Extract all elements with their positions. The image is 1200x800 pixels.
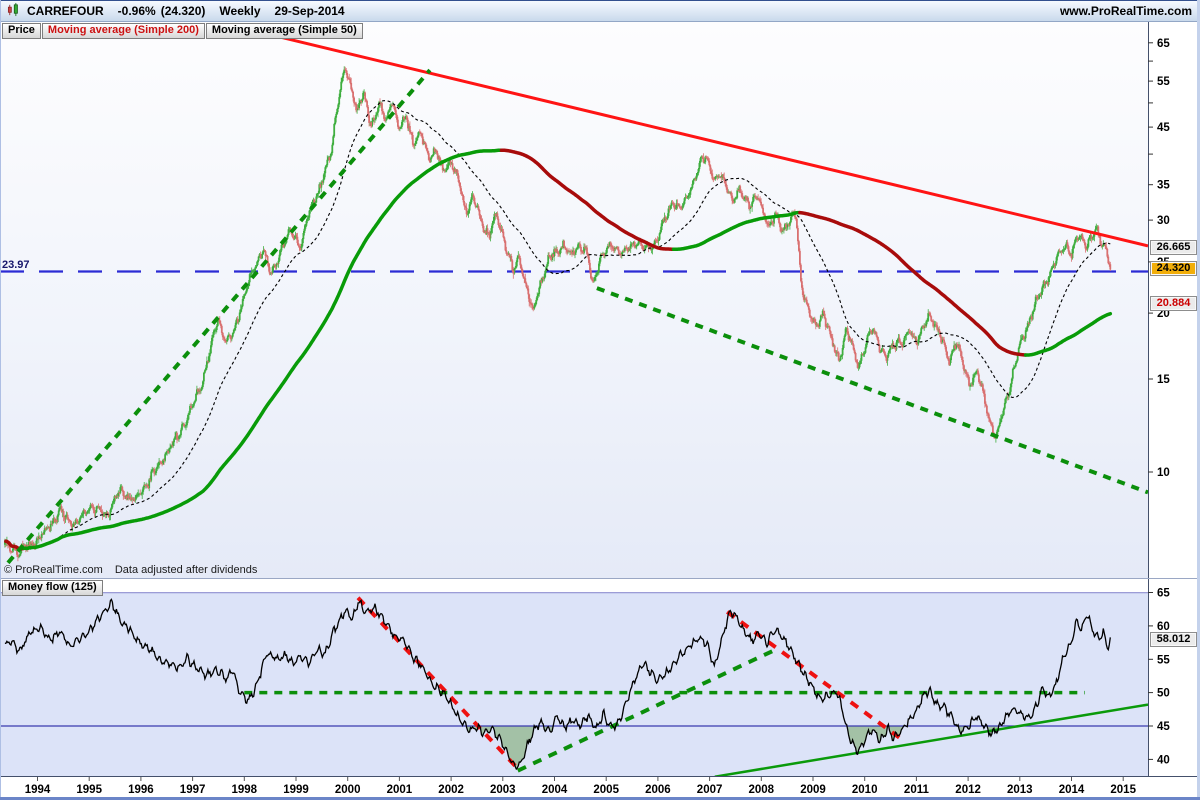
svg-text:60: 60 <box>1157 621 1170 633</box>
svg-text:2004: 2004 <box>542 784 568 796</box>
indicator-tabs: Price Moving average (Simple 200) Moving… <box>2 23 364 39</box>
svg-text:2007: 2007 <box>697 784 723 796</box>
svg-text:2010: 2010 <box>852 784 878 796</box>
trendline-descending-resistance[interactable] <box>267 32 1148 248</box>
money-flow-value-tag: 58.012 <box>1150 632 1197 648</box>
tab-moving-average-50[interactable]: Moving average (Simple 50) <box>205 23 363 39</box>
last-price-paren: (24.320) <box>160 4 206 18</box>
svg-text:2006: 2006 <box>645 784 671 796</box>
svg-text:2008: 2008 <box>749 784 775 796</box>
ma200-value-tag: 20.884 <box>1150 296 1197 312</box>
svg-text:30: 30 <box>1157 215 1170 227</box>
svg-text:2011: 2011 <box>904 784 930 796</box>
svg-text:2015: 2015 <box>1110 784 1136 796</box>
copyright-note: © ProRealTime.com Data adjusted after di… <box>4 564 266 576</box>
timeframe: Weekly <box>219 4 261 18</box>
svg-text:2000: 2000 <box>335 784 361 796</box>
svg-text:2001: 2001 <box>387 784 413 796</box>
window-bottom-border <box>0 797 1200 800</box>
svg-text:65: 65 <box>1157 588 1170 600</box>
svg-text:20: 20 <box>1157 308 1170 320</box>
last-price-tag: 24.320 <box>1150 261 1197 277</box>
trendline-mf-down-2000-2003[interactable] <box>356 596 520 771</box>
svg-text:45: 45 <box>1157 721 1170 733</box>
axes-layer: 1015202530354555654045505560651994199519… <box>0 22 1200 796</box>
ma200-line[interactable] <box>4 148 1113 551</box>
money-flow-layer <box>0 592 1148 777</box>
money-flow-curve[interactable] <box>4 598 1111 771</box>
svg-text:55: 55 <box>1157 654 1170 666</box>
support-price-label: 23.97 <box>2 259 30 271</box>
date-label: 29-Sep-2014 <box>274 4 345 18</box>
svg-text:1997: 1997 <box>180 784 206 796</box>
svg-text:2012: 2012 <box>955 784 981 796</box>
title-bar: CARREFOUR -0.96% (24.320) Weekly 29-Sep-… <box>0 0 1200 22</box>
svg-text:1999: 1999 <box>283 784 309 796</box>
svg-text:1998: 1998 <box>232 784 258 796</box>
tab-money-flow[interactable]: Money flow (125) <box>2 580 103 596</box>
website-label: www.ProRealTime.com <box>1059 4 1192 18</box>
svg-text:2003: 2003 <box>490 784 516 796</box>
tab-moving-average-200[interactable]: Moving average (Simple 200) <box>41 23 205 39</box>
ma50-line[interactable] <box>4 100 1111 550</box>
svg-text:2013: 2013 <box>1007 784 1033 796</box>
window-left-border <box>0 0 1 800</box>
change-percent: -0.96% <box>117 4 156 18</box>
candles-layer <box>4 66 1112 562</box>
trendline-mf-rising-support[interactable] <box>714 703 1148 777</box>
svg-text:2002: 2002 <box>438 784 464 796</box>
svg-text:55: 55 <box>1157 76 1170 88</box>
main-plot-background <box>0 22 1148 578</box>
svg-text:10: 10 <box>1157 467 1170 479</box>
window-right-border <box>1197 0 1200 800</box>
copyright-text: © ProRealTime.com <box>4 564 103 576</box>
svg-text:2014: 2014 <box>1059 784 1085 796</box>
trendline-rising-support-1990s[interactable] <box>6 68 432 565</box>
ma50-value-tag: 26.665 <box>1150 240 1197 256</box>
main-plot-layer <box>0 32 1148 565</box>
tab-price[interactable]: Price <box>2 23 41 39</box>
dividends-note: Data adjusted after dividends <box>114 564 258 576</box>
svg-text:50: 50 <box>1157 688 1170 700</box>
svg-text:2005: 2005 <box>593 784 619 796</box>
svg-text:2009: 2009 <box>800 784 826 796</box>
candlestick-icon <box>6 2 21 20</box>
svg-text:15: 15 <box>1157 374 1170 386</box>
svg-text:1994: 1994 <box>25 784 51 796</box>
symbol-name: CARREFOUR <box>27 4 104 18</box>
trendline-descending-support[interactable] <box>596 286 1148 495</box>
svg-text:45: 45 <box>1157 122 1170 134</box>
svg-text:1996: 1996 <box>128 784 154 796</box>
trendline-mf-up-2003-2008[interactable] <box>516 646 779 773</box>
money-flow-background <box>0 592 1148 776</box>
svg-text:1995: 1995 <box>76 784 102 796</box>
svg-text:35: 35 <box>1157 180 1170 192</box>
svg-text:40: 40 <box>1157 754 1170 766</box>
svg-text:65: 65 <box>1157 38 1170 50</box>
